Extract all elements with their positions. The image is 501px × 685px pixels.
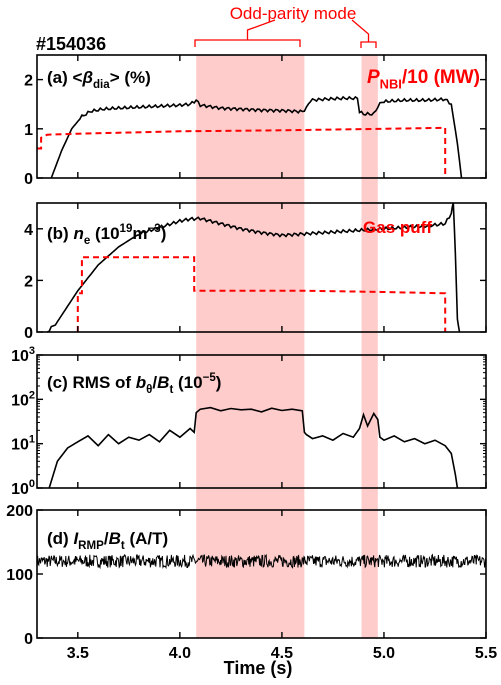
odd-parity-annotation: Odd-parity mode: [194, 4, 377, 48]
panel-b-red-label: Gas puff: [363, 218, 432, 237]
panel-b-series-1: [46, 202, 461, 333]
xtick-label-2: 4.5: [271, 645, 293, 662]
panel-a-title: (a) <βdia> (%): [47, 68, 151, 91]
panel-b-frame: [36, 202, 487, 333]
panel-d-ytick-label-0: 0: [24, 631, 33, 648]
shot-label: #154036: [36, 34, 106, 54]
annotation-bracket-2: [351, 19, 377, 48]
panel-b-title-part-7: ): [161, 224, 167, 243]
x-axis-label: Time (s): [224, 658, 293, 678]
panel-d-title-part-3: /: [104, 529, 109, 548]
panel-d-title-part-4: B: [109, 529, 121, 548]
highlight-band-2: [361, 55, 378, 638]
panel-d-ytick-label-1: 100: [6, 567, 33, 584]
panel-a-red-label: PNBI/10 (MW): [367, 67, 480, 92]
xtick-label-0: 3.5: [67, 645, 89, 662]
panel-a-ytick-label-1: 1: [24, 122, 33, 139]
panel-c-title-part-5: t: [169, 384, 173, 396]
panel-c-ytick-label-2: 102: [11, 389, 35, 409]
highlight-bands: [196, 55, 378, 638]
panel-c-series-1: [48, 406, 459, 489]
highlight-band-1: [196, 55, 305, 638]
panel-c-title-part-3: /: [152, 373, 157, 392]
panel-b: 0 2 4 (b) ne (1019m−3) Gas puff: [24, 202, 487, 342]
ytick-base: 10: [11, 437, 29, 454]
panel-a: 0 1 2 (a) <βdia> (%) PNBI/10 (MW): [24, 54, 487, 188]
ytick-base: 10: [11, 481, 29, 498]
panel-b-title-part-2: e: [84, 235, 91, 247]
panel-c-title-part-4: B: [157, 373, 169, 392]
panel-c-title-part-2: θ: [146, 384, 152, 396]
panel-a-series-2: [37, 126, 447, 178]
panel-d: 0 100 200 (d) IRMP/Bt (A/T): [6, 503, 487, 648]
panel-b-title-part-3: (10: [90, 224, 119, 243]
panel-a-red-label-part-1: NBI: [380, 77, 402, 92]
panel-b-title-part-6: −3: [148, 223, 161, 235]
panel-a-title-part-1: β: [81, 68, 93, 87]
panel-a-frame: [36, 54, 487, 179]
panel-b-title-part-0: (b): [47, 224, 73, 243]
panel-d-ytick-label-2: 200: [6, 503, 33, 520]
annotation-text: Odd-parity mode: [230, 4, 357, 23]
panel-c-ytick-label-0: 100: [11, 478, 35, 498]
panel-b-ytick-label-0: 0: [24, 325, 33, 342]
panel-c-ytick-label-1: 101: [11, 434, 35, 454]
xtick-label-1: 4.0: [169, 645, 191, 662]
panel-c-ytick-label-3: 103: [11, 345, 35, 365]
panel-d-title: (d) IRMP/Bt (A/T): [47, 529, 168, 552]
ytick-base: 10: [11, 392, 29, 409]
panel-b-title: (b) ne (1019m−3): [47, 223, 166, 247]
panel-d-title-part-0: (d): [47, 529, 73, 548]
panel-b-series-2: [76, 256, 447, 332]
ytick-exponent: 2: [29, 389, 35, 401]
panel-a-red-label-part-2: /10 (MW): [402, 67, 480, 88]
ytick-exponent: 3: [29, 345, 35, 357]
panel-b-ytick-label-1: 2: [24, 273, 33, 290]
panel-c-title-part-0: (c) RMS of: [47, 373, 136, 392]
panel-d-title-part-6: (A/T): [125, 529, 168, 548]
ytick-base: 10: [11, 348, 29, 365]
panel-a-series-1: [50, 95, 463, 179]
annotation-bracket-1: [194, 19, 301, 47]
panel-c-title-part-7: −5: [203, 372, 217, 384]
panel-c-title: (c) RMS of bθ/Bt (10−5): [47, 372, 221, 396]
panel-a-title-part-2: dia: [93, 79, 110, 91]
panel-a-ytick-label-0: 0: [24, 171, 33, 188]
panel-b-red-label-part-0: Gas puff: [363, 218, 432, 237]
panel-b-title-part-1: n: [73, 224, 83, 243]
panel-c-frame: [36, 354, 487, 489]
panel-c-title-part-1: b: [136, 373, 146, 392]
panel-d-title-part-5: t: [121, 540, 125, 552]
panel-c-title-part-8: ): [216, 373, 222, 392]
panel-b-title-part-4: 19: [120, 223, 133, 235]
panel-d-series-1: [36, 553, 487, 570]
panel-a-title-part-0: (a) <: [47, 68, 83, 87]
panel-a-ytick-label-2: 2: [24, 73, 33, 90]
ytick-exponent: 1: [29, 434, 35, 446]
panel-b-ytick-label-2: 4: [24, 222, 33, 239]
xtick-label-4: 5.5: [475, 645, 497, 662]
panel-a-red-label-part-0: P: [367, 67, 380, 88]
panel-a-title-part-3: > (%): [110, 68, 151, 87]
panel-c-title-part-6: (10: [173, 373, 202, 392]
panel-b-title-part-5: m: [132, 224, 147, 243]
panel-d-title-part-1: I: [73, 529, 79, 548]
ytick-exponent: 0: [29, 478, 35, 490]
panel-d-title-part-2: RMP: [78, 540, 104, 552]
xtick-label-3: 5.0: [373, 645, 395, 662]
panels: 0 1 2 (a) <βdia> (%) PNBI/10 (MW) 0 2 4 (b) ne (…: [6, 54, 497, 662]
